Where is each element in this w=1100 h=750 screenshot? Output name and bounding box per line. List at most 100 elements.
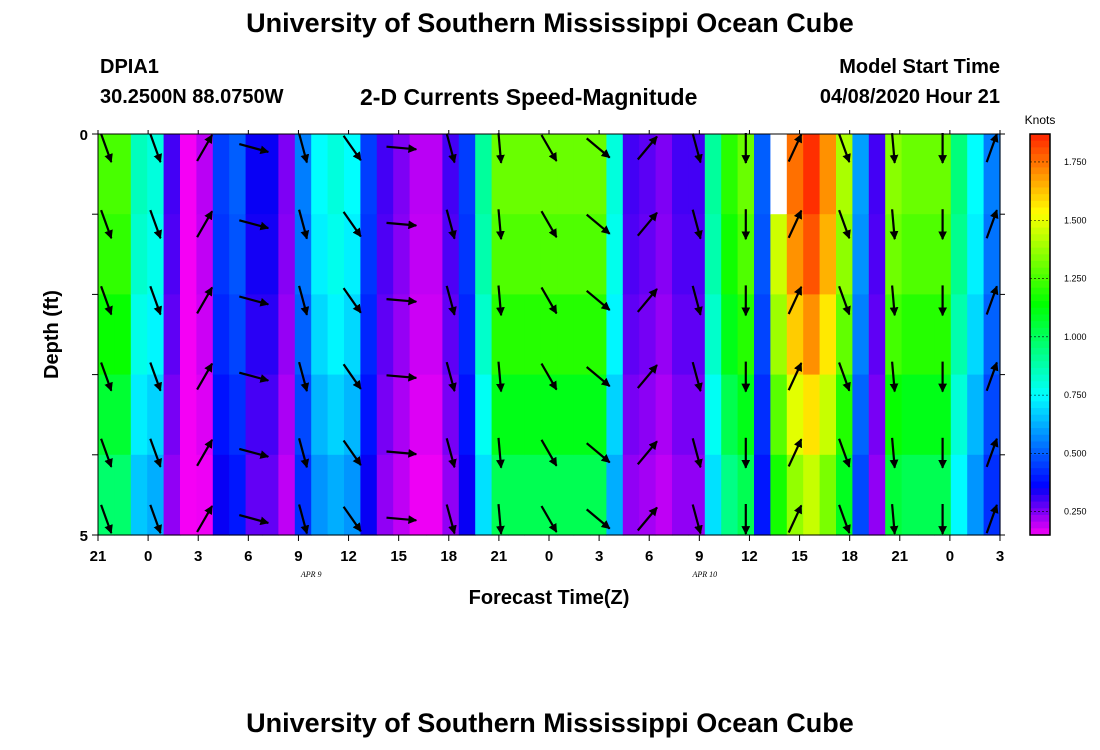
heatmap-cell: [458, 134, 476, 215]
heatmap-cell: [98, 454, 115, 536]
heatmap-cell: [868, 294, 886, 376]
current-vector-arrow: [298, 361, 310, 392]
colorbar-swatch: [1030, 301, 1050, 309]
heatmap-cell: [885, 134, 903, 215]
heatmap-cell: [901, 134, 919, 215]
heatmap-cell: [754, 374, 771, 456]
current-vector-arrow: [636, 288, 658, 313]
current-vector-arrow: [838, 362, 851, 392]
heatmap-cell: [573, 294, 591, 376]
heatmap-cell: [655, 134, 673, 215]
heatmap-cell: [557, 134, 575, 215]
current-vector-arrow: [239, 143, 270, 155]
colorbar-swatch: [1030, 334, 1050, 342]
heatmap-cell: [803, 214, 821, 295]
current-vector-arrow: [838, 133, 851, 163]
heatmap-cell: [754, 214, 771, 295]
heatmap-cell: [655, 214, 673, 295]
colorbar-swatch: [1030, 194, 1050, 202]
heatmap-cell: [770, 214, 788, 295]
heatmap-cell: [147, 374, 165, 456]
colorbar-unit-label: Knots: [1025, 113, 1056, 127]
heatmap-cell: [688, 454, 706, 536]
current-vector-arrow: [787, 438, 803, 467]
heatmap-cell: [393, 214, 411, 295]
heatmap-cell: [901, 454, 919, 536]
heatmap-cell: [344, 134, 361, 215]
heatmap-cell: [360, 374, 378, 456]
heatmap-cell: [754, 454, 771, 536]
current-vector-arrow: [838, 209, 851, 240]
heatmap-cell: [409, 134, 427, 215]
current-vector-arrow: [787, 286, 803, 315]
heatmap-cell: [573, 214, 591, 295]
heatmap-cell: [278, 214, 296, 295]
current-vector-arrow: [445, 504, 457, 535]
colorbar-swatch: [1030, 214, 1050, 222]
heatmap-cell: [426, 294, 443, 376]
current-vector-arrow: [342, 211, 362, 238]
heatmap-cell: [130, 214, 148, 295]
colorbar: 1.750 1.500 1.250 1.000 0.750 0.500 0.250: [1029, 133, 1087, 536]
current-vector-arrow: [149, 362, 162, 392]
colorbar-tick-label: 1.750: [1064, 157, 1087, 167]
x-tick-label: 9: [294, 548, 302, 565]
current-vector-arrow: [100, 504, 113, 534]
heatmap-cell: [950, 214, 968, 295]
heatmap-cell: [852, 374, 870, 456]
heatmap-cell: [344, 374, 361, 456]
current-vector-arrow: [889, 361, 899, 393]
colorbar-swatch: [1030, 528, 1050, 536]
heatmap-cell: [770, 454, 788, 536]
x-tick-label: 3: [595, 548, 603, 565]
heatmap-cell: [458, 214, 476, 295]
heatmap-cell: [704, 134, 722, 215]
heatmap-cell: [868, 214, 886, 295]
current-vector-arrow: [585, 137, 611, 159]
heatmap-cell: [376, 294, 394, 376]
current-vector-arrow: [342, 135, 362, 162]
heatmap-cell: [163, 374, 181, 456]
colorbar-swatch: [1030, 140, 1050, 148]
colorbar-swatch: [1030, 501, 1050, 509]
colorbar-swatch: [1030, 200, 1050, 209]
heatmap-cell: [130, 294, 148, 376]
heatmap-cell: [573, 134, 591, 215]
current-vector-arrow: [585, 213, 611, 235]
colorbar-swatch: [1030, 514, 1050, 523]
colorbar-swatch: [1030, 274, 1050, 282]
heatmap-cell: [524, 374, 542, 456]
current-vector-arrow: [691, 361, 703, 392]
heatmap-cell: [212, 454, 230, 536]
current-vector-arrow: [386, 515, 418, 524]
heatmap-cell: [672, 454, 689, 536]
heatmap-cell: [836, 374, 853, 456]
x-tick-label: 18: [440, 548, 457, 565]
heatmap-cell: [803, 134, 821, 215]
current-vector-arrow: [889, 133, 899, 164]
heatmap-cell: [540, 134, 558, 215]
heatmap-cell: [688, 374, 706, 456]
heatmap-cell: [508, 374, 525, 456]
heatmap-cell: [524, 294, 542, 376]
x-tick-label: 3: [996, 548, 1004, 565]
current-vector-arrow: [386, 220, 418, 230]
heatmap-cell: [819, 454, 837, 536]
heatmap-cell: [327, 454, 345, 536]
heatmap-cell: [606, 454, 624, 536]
colorbar-swatch: [1030, 260, 1050, 269]
heatmap-cell: [360, 294, 378, 376]
heatmap-cell: [590, 134, 607, 215]
current-vector-arrow: [496, 437, 505, 469]
heatmap-cell: [803, 374, 821, 456]
heatmap-cell: [426, 374, 443, 456]
colorbar-tick-label: 1.250: [1064, 274, 1087, 284]
heatmap-cell: [311, 134, 329, 215]
heatmap-cell: [622, 294, 640, 376]
heatmap-cell: [245, 294, 263, 376]
heatmap-cell: [163, 454, 181, 536]
current-vector-arrow: [691, 209, 703, 240]
current-vector-arrow: [196, 134, 214, 162]
colorbar-swatch: [1030, 234, 1050, 242]
heatmap-cell: [163, 214, 181, 295]
